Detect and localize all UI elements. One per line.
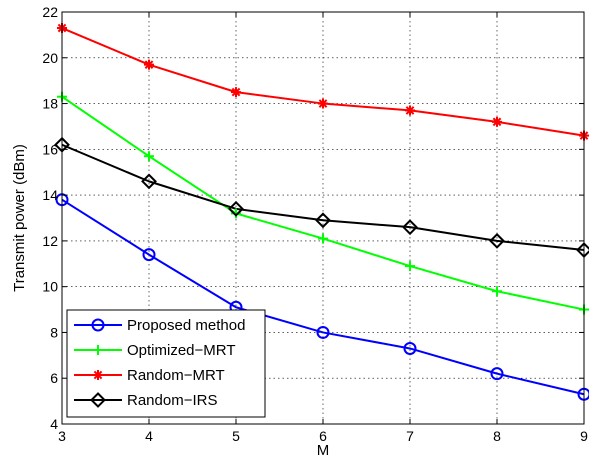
legend-marker xyxy=(93,370,103,380)
x-tick-label: 5 xyxy=(232,428,240,444)
data-point-optimized-mrt xyxy=(405,261,415,272)
data-point-random-irs xyxy=(228,200,244,217)
legend-item-random-irs: Random−IRS xyxy=(74,392,217,409)
x-tick-label: 6 xyxy=(319,428,327,444)
y-tick-label: 4 xyxy=(50,416,58,432)
data-point-proposed-method xyxy=(403,341,417,355)
x-tick-label: 3 xyxy=(58,428,66,444)
y-tick-label: 8 xyxy=(50,324,58,340)
y-tick-label: 16 xyxy=(42,141,58,157)
y-axis-label: Transmit power (dBm) xyxy=(11,144,28,292)
y-tick-label: 14 xyxy=(42,187,58,203)
data-point-proposed-method xyxy=(316,325,330,339)
legend-marker xyxy=(91,318,105,332)
x-axis-label: M xyxy=(317,442,330,459)
data-point-random-mrt xyxy=(492,116,502,127)
legend: Proposed method Optimized−MRT Random−MRT Ra… xyxy=(66,309,266,418)
y-tick-label: 12 xyxy=(42,233,58,249)
data-point-random-irs xyxy=(315,212,331,229)
legend-marker xyxy=(90,392,106,408)
y-tick-label: 6 xyxy=(50,370,58,386)
legend-item-proposed-method: Proposed method xyxy=(74,317,245,334)
x-tick-label: 8 xyxy=(493,428,501,444)
y-tick-label: 18 xyxy=(42,96,58,112)
data-point-optimized-mrt xyxy=(144,151,154,162)
data-point-random-mrt xyxy=(405,105,415,116)
data-point-random-mrt xyxy=(144,59,154,70)
legend-marker xyxy=(93,345,103,355)
axis-ticks xyxy=(61,11,585,425)
data-point-optimized-mrt xyxy=(492,286,502,297)
legend-label: Optimized−MRT xyxy=(127,342,236,359)
data-point-proposed-method xyxy=(490,367,504,381)
data-point-optimized-mrt xyxy=(318,233,328,244)
legend-label: Proposed method xyxy=(127,317,245,334)
data-point-random-mrt xyxy=(318,98,328,109)
series-line-proposed-method xyxy=(61,198,585,396)
series-line-random-irs xyxy=(61,143,585,252)
legend-item-optimized-mrt: Optimized−MRT xyxy=(74,342,236,359)
data-point-random-irs xyxy=(141,173,157,190)
y-tick-label: 10 xyxy=(42,279,58,295)
data-point-random-mrt xyxy=(231,87,241,98)
data-point-random-irs xyxy=(489,232,505,249)
y-tick-label: 20 xyxy=(42,50,58,66)
legend-label: Random−MRT xyxy=(127,367,225,384)
data-point-random-irs xyxy=(402,219,418,236)
legend-label: Random−IRS xyxy=(127,392,217,409)
x-tick-label: 7 xyxy=(406,428,414,444)
legend-item-random-mrt: Random−MRT xyxy=(74,367,225,384)
x-tick-label: 4 xyxy=(145,428,153,444)
x-tick-label: 9 xyxy=(580,428,588,444)
y-tick-label: 22 xyxy=(42,4,58,20)
data-point-proposed-method xyxy=(142,248,156,262)
